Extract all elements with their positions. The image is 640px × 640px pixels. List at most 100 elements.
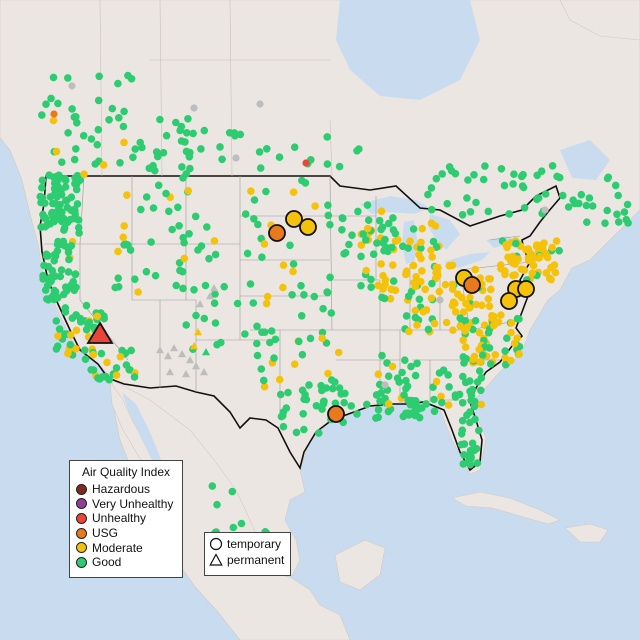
circle-icon	[209, 537, 223, 551]
legend-label-temporary: temporary	[227, 537, 282, 551]
monitor-dot	[298, 350, 307, 359]
monitor-dot	[497, 261, 505, 269]
monitor-dot	[444, 401, 453, 409]
monitor-dot	[479, 175, 488, 184]
monitor-dot	[476, 358, 485, 366]
monitor-dot	[513, 334, 521, 343]
monitor-dot	[189, 129, 197, 138]
monitor-dot	[412, 411, 420, 419]
monitor-dot	[378, 293, 386, 302]
monitor-dot	[588, 202, 597, 210]
monitor-dot	[478, 301, 486, 310]
monitor-dot	[179, 233, 187, 242]
monitor-dot	[213, 500, 221, 509]
monitor-dot	[324, 369, 332, 378]
monitor-type-legend: temporary permanent	[204, 532, 291, 576]
monitor-dot	[376, 397, 384, 406]
monitor-dot	[377, 225, 385, 234]
legend-swatch	[76, 556, 87, 568]
monitor-dot	[486, 360, 495, 368]
monitor-dot	[449, 298, 458, 306]
monitor-dot	[601, 219, 609, 227]
unhealthy-permanent-monitor	[86, 321, 114, 344]
monitor-dot	[51, 288, 60, 296]
monitor-dot	[485, 344, 494, 352]
monitor-dot	[94, 125, 103, 134]
monitor-triangle	[186, 356, 194, 364]
monitor-dot	[306, 334, 315, 343]
monitor-dot	[497, 165, 506, 173]
monitor-dot	[259, 376, 268, 385]
monitor-dot	[266, 338, 274, 347]
monitor-dot	[290, 360, 299, 369]
monitor-dot	[357, 252, 365, 261]
monitor-dot	[82, 301, 91, 310]
monitor-dot	[190, 286, 198, 294]
monitor-dot	[432, 377, 441, 386]
monitor-dot	[87, 135, 96, 143]
monitor-dot	[533, 241, 541, 249]
monitor-dot	[112, 364, 121, 372]
monitor-dot	[124, 71, 132, 80]
monitor-dot	[468, 439, 477, 448]
monitor-dot	[511, 260, 519, 268]
monitor-dot	[182, 129, 191, 137]
monitor-dot	[105, 116, 113, 124]
monitor-dot	[460, 451, 468, 459]
monitor-dot	[208, 482, 217, 490]
monitor-dot	[68, 105, 76, 113]
legend-label: Unhealthy	[92, 511, 147, 526]
monitor-dot	[405, 327, 413, 336]
monitor-dot	[613, 210, 621, 219]
monitor-dot	[172, 281, 180, 290]
monitor-dot	[315, 429, 323, 437]
moderate-monitor	[517, 280, 535, 298]
monitor-dot	[395, 378, 404, 386]
monitor-dot	[54, 293, 62, 302]
monitor-dot	[547, 263, 555, 272]
monitor-dot	[404, 292, 413, 301]
monitor-dot	[61, 308, 70, 316]
monitor-dot	[120, 107, 128, 116]
monitor-dot	[357, 281, 365, 290]
monitor-triangle	[156, 346, 164, 354]
monitor-dot	[394, 236, 402, 244]
monitor-dot	[297, 281, 305, 290]
monitor-triangle	[182, 370, 190, 378]
monitor-dot	[95, 375, 104, 383]
monitor-dot	[81, 346, 89, 355]
legend-label: Hazardous	[92, 482, 151, 497]
monitor-dot	[232, 154, 240, 162]
monitor-dot	[391, 286, 400, 295]
monitor-dot	[413, 359, 421, 368]
monitor-dot	[216, 143, 224, 151]
monitor-dot	[253, 351, 262, 360]
monitor-dot	[505, 210, 513, 218]
monitor-dot	[326, 273, 334, 282]
monitor-dot	[338, 226, 346, 234]
legend-item-very-unhealthy: Very Unhealthy	[70, 497, 182, 512]
monitor-dot	[185, 153, 194, 161]
monitor-dot	[518, 182, 527, 190]
monitor-dot	[70, 113, 79, 121]
monitor-dot	[340, 250, 348, 258]
monitor-dot	[120, 138, 128, 147]
monitor-dot	[297, 312, 306, 320]
monitor-dot	[305, 381, 313, 389]
monitor-dot	[461, 343, 470, 351]
monitor-dot	[63, 203, 72, 212]
monitor-dot	[203, 223, 211, 231]
monitor-dot	[470, 402, 479, 411]
monitor-dot	[438, 398, 446, 407]
monitor-dot	[247, 187, 255, 195]
monitor-dot	[491, 351, 500, 359]
monitor-dot	[292, 428, 301, 437]
monitor-dot	[253, 322, 261, 331]
monitor-dot	[487, 285, 495, 294]
monitor-dot	[418, 267, 426, 275]
monitor-dot	[47, 94, 55, 103]
monitor-dot	[324, 201, 332, 209]
monitor-dot	[424, 190, 432, 199]
monitor-dot	[437, 392, 445, 401]
